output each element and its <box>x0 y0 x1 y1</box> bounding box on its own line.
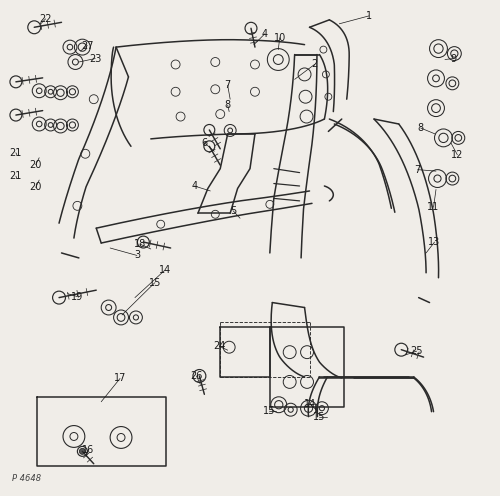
Text: 13: 13 <box>428 237 440 247</box>
Text: 9: 9 <box>450 54 456 63</box>
Text: 7: 7 <box>414 165 421 175</box>
Text: 15: 15 <box>314 412 326 422</box>
Text: 21: 21 <box>10 171 22 181</box>
Text: 25: 25 <box>410 346 423 356</box>
Text: 24: 24 <box>213 341 226 351</box>
Text: 4: 4 <box>192 181 198 191</box>
Text: P 4648: P 4648 <box>12 474 41 483</box>
Text: 21: 21 <box>10 148 22 158</box>
Text: 1: 1 <box>366 11 372 21</box>
Text: 11: 11 <box>428 202 440 212</box>
Text: 8: 8 <box>418 123 424 133</box>
Text: 6: 6 <box>202 138 207 148</box>
Text: 19: 19 <box>72 292 84 302</box>
Text: 5: 5 <box>230 206 236 216</box>
Text: 3: 3 <box>134 250 140 260</box>
Text: 23: 23 <box>89 54 102 63</box>
Text: 26: 26 <box>190 371 202 381</box>
Text: 8: 8 <box>224 100 230 110</box>
Text: 2: 2 <box>312 60 318 69</box>
Circle shape <box>80 448 86 454</box>
Text: 17: 17 <box>114 373 126 383</box>
Text: 15: 15 <box>148 278 161 288</box>
Text: 7: 7 <box>224 80 231 90</box>
Text: 16: 16 <box>82 445 94 455</box>
Text: 10: 10 <box>274 33 286 43</box>
Text: 27: 27 <box>81 41 94 51</box>
Text: 20: 20 <box>30 183 42 192</box>
Text: 12: 12 <box>451 150 464 160</box>
Text: 15: 15 <box>262 406 275 416</box>
Text: 4: 4 <box>262 29 268 39</box>
Text: 14: 14 <box>304 399 316 409</box>
Text: 22: 22 <box>40 14 52 24</box>
Text: 20: 20 <box>30 160 42 170</box>
Text: 14: 14 <box>158 265 171 275</box>
Text: 18: 18 <box>134 239 146 249</box>
